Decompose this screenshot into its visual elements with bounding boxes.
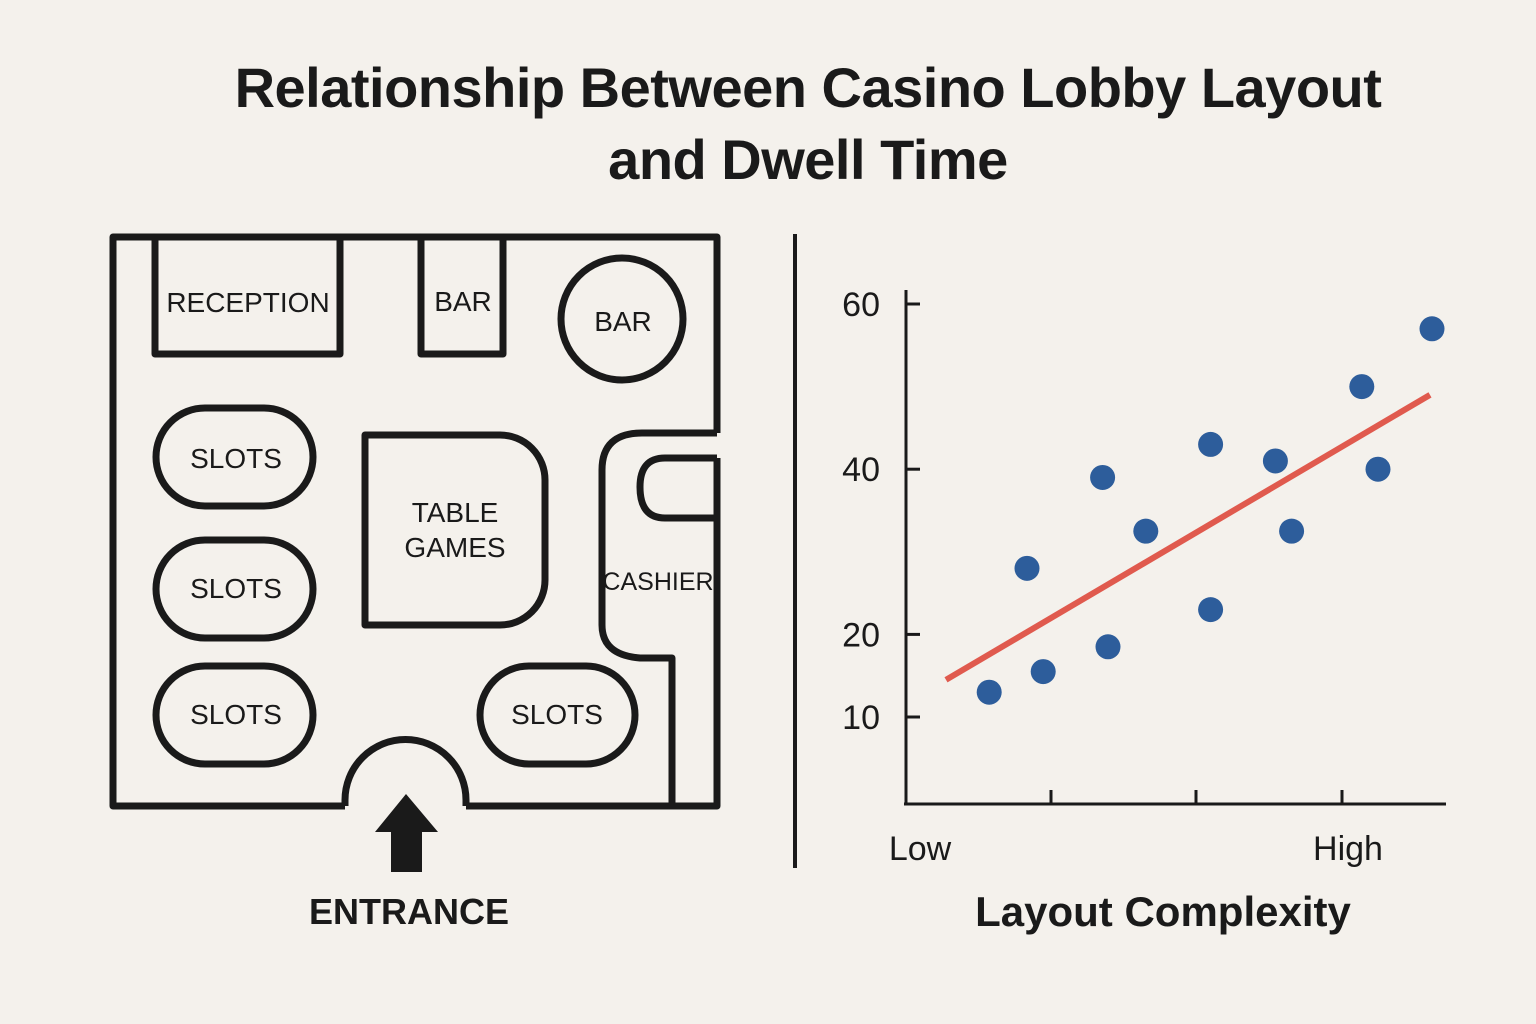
round-bar — [557, 254, 687, 384]
data-point — [1419, 316, 1445, 342]
floor-plan — [109, 233, 721, 810]
data-point — [1198, 431, 1224, 457]
slots-machine-2 — [152, 536, 317, 642]
entrance-arch — [341, 736, 470, 806]
table-games-label-line-1: TABLE — [412, 497, 499, 528]
round-bar-label: BAR — [594, 306, 652, 337]
cashier-booth — [598, 429, 717, 806]
table-games-area — [361, 431, 549, 629]
slots-label-4: SLOTS — [511, 699, 603, 730]
bar-counter — [417, 233, 507, 358]
table-games-label-line-2: GAMES — [404, 532, 505, 563]
page-title: Relationship Between Casino Lobby Layout… — [0, 52, 1536, 196]
page-title-line-2: and Dwell Time — [608, 128, 1008, 191]
data-point — [1014, 555, 1040, 581]
floor-plan-labels: RECEPTION BAR BAR SLOTS SLOTS SLOTS SLOT… — [166, 286, 713, 730]
data-point — [1262, 448, 1288, 474]
entrance-label: ENTRANCE — [309, 891, 509, 932]
y-tick-label: 20 — [842, 616, 880, 654]
y-ticks: 10 20 40 60 — [842, 286, 920, 737]
slots-label-1: SLOTS — [190, 443, 282, 474]
data-point — [976, 679, 1002, 705]
page-title-line-1: Relationship Between Casino Lobby Layout — [234, 56, 1382, 119]
data-points — [976, 316, 1445, 705]
slots-machine-3 — [152, 662, 317, 768]
bar-label: BAR — [434, 286, 492, 317]
data-point — [1030, 659, 1056, 685]
data-point — [1198, 597, 1224, 623]
y-tick-label: 40 — [842, 451, 880, 489]
slots-label-2: SLOTS — [190, 573, 282, 604]
reception-desk — [151, 233, 344, 358]
x-tick-label-low: Low — [889, 830, 952, 868]
data-point — [1133, 518, 1159, 544]
cashier-label: CASHIER — [602, 568, 713, 596]
reception-label: RECEPTION — [166, 287, 329, 318]
scatter-chart: 10 20 40 60 Low High Layout Complexity — [842, 286, 1446, 935]
data-point — [1095, 634, 1121, 660]
outer-wall — [109, 233, 721, 810]
entrance-arrow-icon — [375, 794, 438, 872]
x-tick-label-high: High — [1313, 830, 1383, 868]
y-tick-label: 60 — [842, 286, 880, 324]
data-point — [1365, 456, 1391, 482]
data-point — [1090, 464, 1116, 490]
data-point — [1349, 374, 1375, 400]
trend-line — [944, 392, 1432, 683]
y-tick-label: 10 — [842, 699, 880, 737]
slots-label-3: SLOTS — [190, 699, 282, 730]
x-minor-ticks — [1049, 790, 1344, 804]
slots-machine-4 — [476, 662, 639, 768]
data-point — [1279, 518, 1305, 544]
slots-machine-1 — [152, 404, 317, 510]
x-axis-label: Layout Complexity — [975, 888, 1351, 935]
